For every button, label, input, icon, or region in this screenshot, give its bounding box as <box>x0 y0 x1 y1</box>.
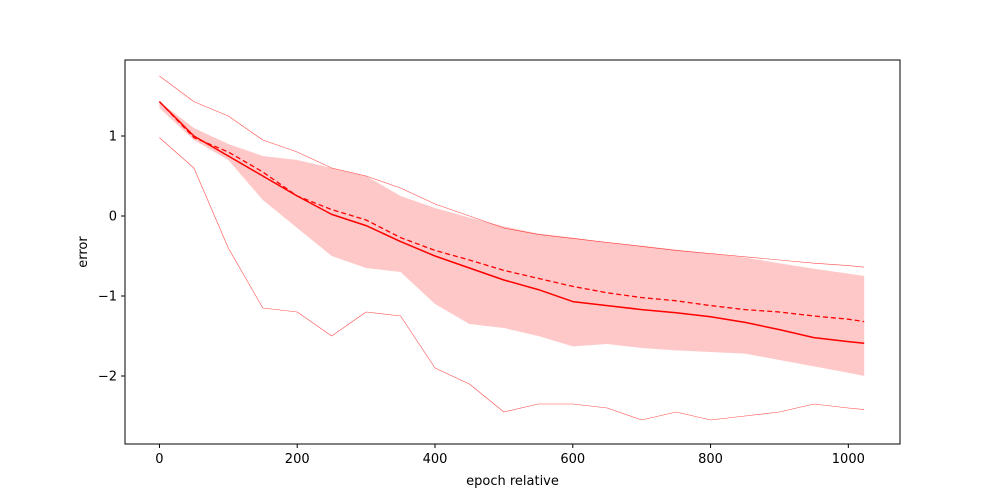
y-axis-label: error <box>76 236 91 268</box>
series-line-2-dashed <box>158 101 865 323</box>
series-line-3-thin <box>159 75 865 268</box>
y-tick-label: −2 <box>98 370 117 385</box>
y-tick-label: 0 <box>109 210 117 225</box>
confidence-band <box>159 101 865 376</box>
x-axis-label: epoch relative <box>466 474 559 489</box>
series-line-4-thin <box>159 137 865 421</box>
series-line-1-solid <box>158 101 865 344</box>
plot-area <box>158 75 865 421</box>
x-tick-label: 1000 <box>832 452 865 467</box>
x-tick-label: 600 <box>560 452 585 467</box>
axis-ticks: 0 200 400 600 800 1000 −2 −1 0 1 <box>98 130 865 468</box>
x-tick-label: 800 <box>698 452 723 467</box>
y-tick-label: −1 <box>98 290 117 305</box>
x-tick-label: 400 <box>423 452 448 467</box>
axes-frame <box>124 59 901 445</box>
x-tick-label: 200 <box>285 452 310 467</box>
x-tick-label: 0 <box>155 452 163 467</box>
y-tick-label: 1 <box>109 130 117 145</box>
